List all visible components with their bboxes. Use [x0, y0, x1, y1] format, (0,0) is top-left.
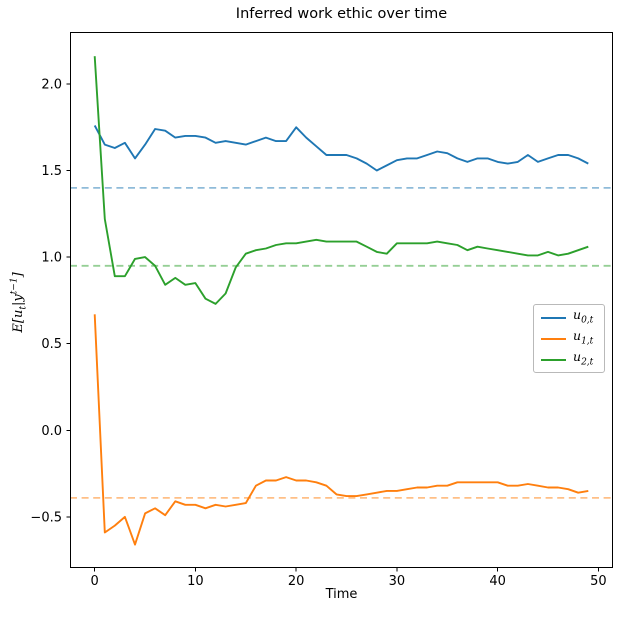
x-tick-label: 0	[91, 574, 99, 589]
y-tick-label: 2.0	[41, 77, 62, 92]
legend-label-u0: u0,t	[573, 309, 593, 326]
x-tick-label: 10	[187, 574, 204, 589]
plot-border	[70, 32, 613, 568]
y-tick-label: 1.5	[41, 164, 62, 179]
y-axis-label-pre: E[u	[10, 309, 26, 333]
y-tick-label: 1.0	[41, 251, 62, 266]
legend-label-u2-sub: 2,t	[581, 357, 594, 368]
y-axis-label: E[ut|yt−1]	[10, 247, 29, 357]
legend-line-sample-u1	[541, 337, 566, 340]
legend-label-u2: u2,t	[573, 351, 593, 368]
x-tick-label: 20	[288, 574, 305, 589]
legend-label-u2-var: u	[573, 349, 582, 365]
y-axis-label-mid: |y	[10, 294, 26, 307]
legend-label-u1-sub: 1,t	[581, 336, 594, 347]
chart-title: Inferred work ethic over time	[235, 6, 448, 22]
legend-label-u1: u1,t	[573, 330, 593, 347]
legend-entry-u1: u1,t	[534, 330, 604, 347]
y-axis-label-sup: t−1	[9, 277, 20, 295]
x-axis-label: Time	[325, 587, 358, 602]
x-tick-label: 40	[489, 574, 506, 589]
x-tick-label: 30	[389, 574, 406, 589]
y-axis-label-sub: t	[18, 306, 29, 310]
legend-entry-u0: u0,t	[534, 309, 604, 326]
legend-entry-u2: u2,t	[534, 351, 604, 368]
series-line-u1	[93, 314, 589, 546]
y-tick-label: −0.5	[30, 510, 62, 525]
legend-line-sample-u2	[541, 358, 566, 361]
y-tick-label: 0.0	[41, 424, 62, 439]
legend-label-u0-var: u	[573, 307, 582, 323]
legend-line-sample-u0	[541, 316, 566, 319]
series-line-u0	[93, 125, 589, 172]
y-tick-label: 0.5	[41, 337, 62, 352]
y-axis-label-post: ]	[10, 272, 26, 278]
series-line-u2	[93, 56, 589, 305]
legend-label-u0-sub: 0,t	[581, 315, 594, 326]
x-tick-label: 50	[590, 574, 607, 589]
legend-label-u1-var: u	[573, 328, 582, 344]
legend: u0,t u1,t u2,t	[533, 304, 605, 373]
